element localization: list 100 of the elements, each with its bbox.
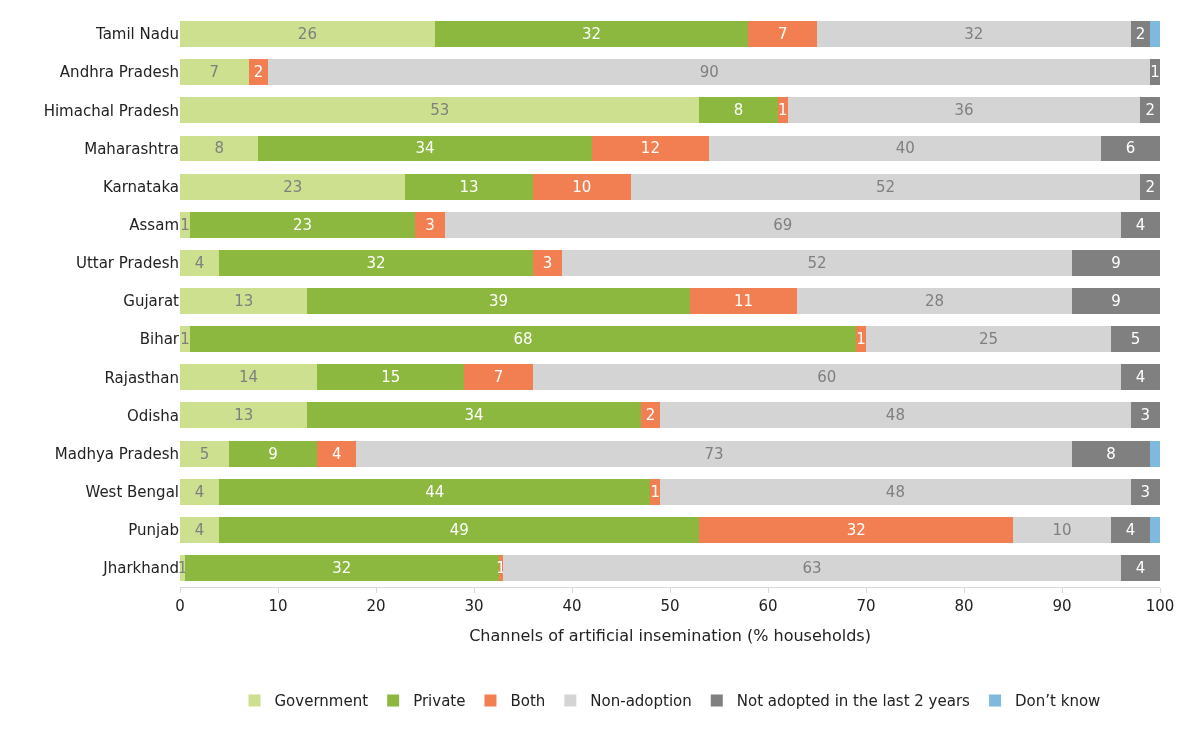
bar	[1111, 516, 1151, 543]
y-tick-label: Punjab	[128, 521, 179, 540]
data-label: 5	[1130, 330, 1141, 349]
bar	[503, 554, 1121, 581]
data-label: 9	[1111, 292, 1121, 310]
bar	[268, 59, 1151, 86]
data-label: 49	[449, 520, 469, 539]
x-tick-label: 80	[954, 597, 974, 615]
x-tick-label: 60	[758, 597, 778, 615]
data-label: 2	[645, 406, 656, 425]
data-label: 23	[292, 215, 313, 234]
data-label: 5	[199, 444, 210, 463]
data-label: 4	[1135, 558, 1146, 577]
bar	[562, 249, 1072, 276]
data-label: 4	[1135, 368, 1146, 387]
x-tick-label: 40	[562, 597, 582, 615]
bar	[1071, 288, 1160, 314]
data-label: 39	[488, 292, 509, 310]
data-label: 13	[234, 406, 254, 425]
y-tick-label: Jharkhand	[102, 559, 179, 578]
bar	[307, 402, 641, 429]
data-label: 3	[425, 215, 435, 234]
data-label: 34	[464, 406, 484, 425]
data-label: 1	[180, 215, 190, 234]
data-label: 2	[1145, 177, 1155, 196]
data-label: 2	[253, 63, 264, 82]
y-tick-label: Karnataka	[102, 177, 179, 196]
y-tick-label: Assam	[129, 215, 179, 234]
bar	[1101, 135, 1160, 162]
y-tick-label: Madhya Pradesh	[54, 444, 179, 463]
data-label: 60	[817, 368, 837, 387]
data-label: 4	[1135, 215, 1146, 234]
data-label: 2	[1145, 101, 1155, 120]
bar	[464, 364, 533, 391]
bar	[1150, 440, 1160, 467]
bar	[184, 554, 499, 581]
bar	[180, 364, 318, 391]
x-tick-label: 10	[268, 597, 288, 615]
bar	[1120, 554, 1160, 581]
bar	[1071, 440, 1151, 467]
legend-label: Non-adoption	[590, 692, 692, 711]
x-tick-label: 70	[856, 597, 876, 615]
bar	[1130, 402, 1160, 429]
bar	[444, 211, 1121, 238]
bar	[307, 288, 690, 314]
bar	[317, 440, 357, 467]
legend-label: Government	[274, 692, 369, 711]
x-tick-label: 90	[1052, 597, 1072, 615]
bar	[180, 516, 220, 543]
bar	[699, 97, 778, 124]
y-tick-label: Maharashtra	[84, 139, 179, 158]
y-tick-label: Bihar	[139, 330, 180, 349]
x-tick-label: 0	[175, 597, 185, 615]
data-label: 23	[283, 177, 303, 196]
data-label: 13	[459, 177, 479, 196]
data-label: 6	[1125, 139, 1136, 158]
bar	[591, 135, 710, 162]
bar	[817, 21, 1131, 48]
bar	[180, 440, 229, 467]
bar	[660, 402, 1131, 429]
y-tick-label: Andhra Pradesh	[59, 63, 179, 82]
x-tick-label: 50	[660, 597, 680, 615]
data-label: 68	[513, 330, 533, 349]
bar	[866, 326, 1111, 353]
data-label: 32	[366, 253, 386, 272]
bar	[180, 288, 308, 314]
data-label: 4	[332, 444, 342, 463]
data-label: 1	[856, 330, 866, 349]
bar	[748, 21, 817, 48]
data-label: 32	[332, 558, 352, 577]
bar	[356, 440, 1072, 467]
bar	[415, 211, 445, 238]
bar	[229, 440, 318, 467]
bar	[689, 288, 798, 314]
bar	[1111, 326, 1160, 353]
x-tick-label: 20	[366, 597, 386, 615]
data-label: 15	[381, 368, 401, 387]
data-label: 10	[1052, 520, 1072, 539]
data-label: 7	[777, 25, 788, 44]
bar	[219, 516, 700, 543]
data-label: 44	[425, 482, 445, 501]
data-label: 8	[214, 139, 224, 158]
bar	[699, 516, 1013, 543]
bar	[180, 59, 249, 86]
bar	[180, 97, 700, 124]
data-label: 26	[297, 25, 317, 44]
data-label: 32	[846, 520, 866, 539]
y-tick-label: Himachal Pradesh	[43, 101, 179, 120]
bar	[660, 478, 1131, 505]
data-label: 36	[954, 101, 974, 120]
legend-label: Private	[413, 692, 466, 711]
data-label: 3	[1140, 406, 1151, 425]
data-label: 63	[802, 558, 822, 577]
data-label: 90	[699, 63, 719, 82]
y-tick-label: West Bengal	[85, 482, 179, 501]
y-tick-label: Rajasthan	[104, 368, 179, 387]
data-label: 8	[733, 101, 744, 120]
y-tick-label: Odisha	[126, 406, 179, 425]
data-label: 1	[1150, 63, 1160, 82]
y-tick-label: Tamil Nadu	[94, 25, 179, 44]
